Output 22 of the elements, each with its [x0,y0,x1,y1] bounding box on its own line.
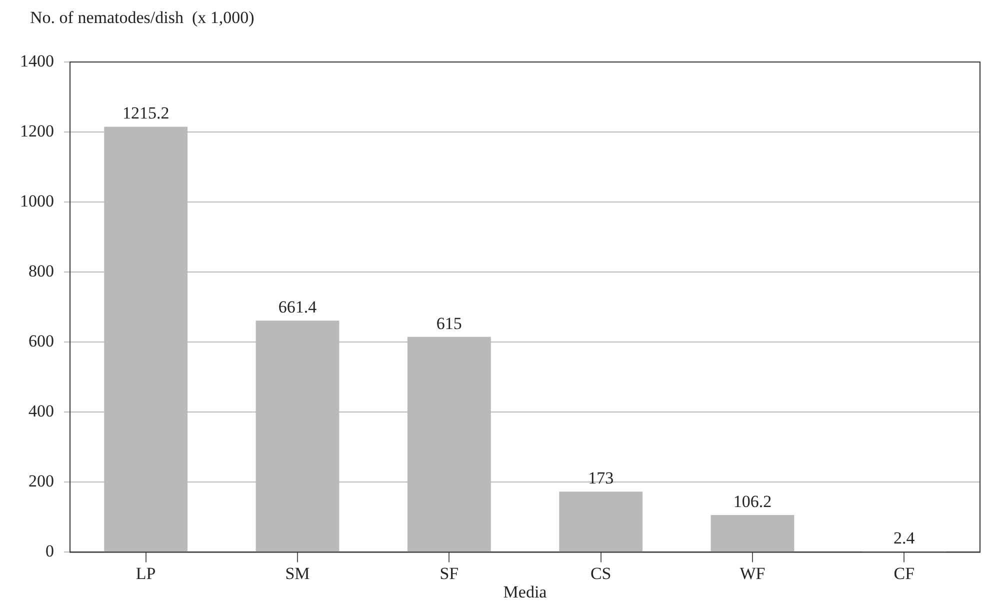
x-tick-label: SF [440,564,459,583]
data-label: 2.4 [894,528,916,548]
data-label: 106.2 [733,492,772,511]
data-label: 1215.2 [122,104,170,123]
y-axis-title: No. of nematodes/dish (x 1,000) [30,8,254,28]
y-tick-label: 200 [28,472,54,491]
x-tick-label: LP [136,564,156,583]
x-axis-title: Media [503,582,548,602]
x-tick-label: WF [740,564,766,583]
data-label: 173 [588,468,614,488]
y-tick-label: 1200 [20,121,54,140]
x-tick-label: SM [285,564,310,583]
data-label: 661.4 [278,298,318,317]
x-tick-label: CF [894,564,915,583]
y-tick-label: 400 [28,402,54,421]
y-tick-label: 1000 [20,192,54,211]
x-tick-label: CS [590,564,612,583]
y-tick-label: 0 [46,542,54,561]
data-label: 615 [436,314,462,333]
y-tick-label: 1400 [20,51,54,70]
y-tick-label: 800 [28,262,54,281]
y-tick-label: 600 [28,332,54,351]
